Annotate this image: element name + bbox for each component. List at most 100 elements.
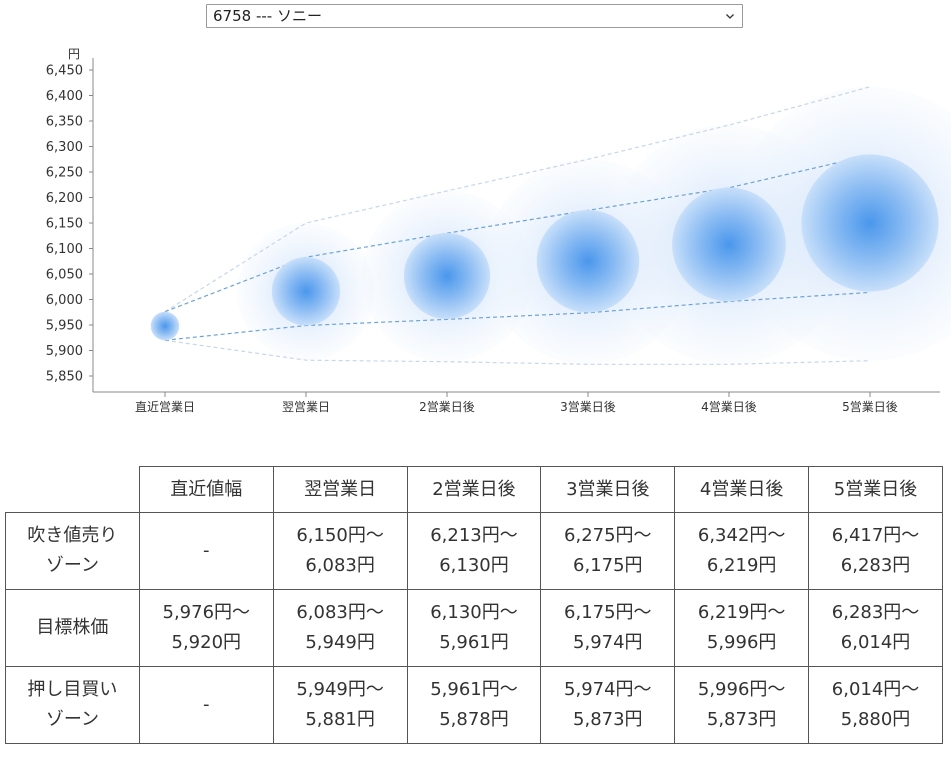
cell-value-low: 5,949円 [305, 632, 375, 653]
target-high-line [164, 154, 871, 313]
y-tick-label: 6,250 [46, 166, 83, 181]
table-cell: 6,219円～ 5,996円 [674, 589, 810, 667]
cell-value-low: 6,014円 [840, 632, 911, 653]
table-cell: 5,976円～ 5,920円 [138, 589, 274, 667]
y-tick-label: 5,950 [46, 319, 83, 334]
target-range-core [150, 311, 180, 341]
target-range-core [672, 187, 786, 302]
x-tick-label: 2営業日後 [419, 400, 475, 414]
table-cell: 5,949円～ 5,881円 [272, 666, 408, 744]
cell-value-low: 5,873円 [706, 709, 777, 730]
forecast-chart: 円 6,450 6,400 6,350 6,300 6,250 6,200 6,150 6,10… [46, 47, 951, 414]
y-tick-label: 6,000 [46, 293, 83, 308]
cell-value-high: 6,083円～ [296, 602, 384, 623]
y-tick-label: 5,850 [46, 370, 83, 385]
table-corner-cell [5, 466, 140, 513]
row-label-buy-zone: 押し目買い ゾーン [5, 666, 140, 744]
y-tick-label: 6,200 [46, 191, 83, 206]
y-tick-label: 6,150 [46, 217, 83, 232]
row-label-target-price: 目標株価 [5, 589, 140, 667]
cell-value-high: 6,150円～ [296, 525, 384, 546]
cell-value-low: 6,175円 [573, 555, 643, 576]
cell-value-high: 6,283円～ [831, 602, 920, 623]
table-cell: 6,150円～ 6,083円 [272, 512, 408, 590]
cell-value: - [203, 540, 210, 561]
table-header: 5営業日後 [808, 466, 943, 513]
table-row: 目標株価 5,976円～ 5,920円 6,083円～ 5,949円 6,130… [5, 589, 943, 667]
table-cell: - [138, 512, 274, 590]
cell-value-high: 6,014円～ [831, 679, 920, 700]
cell-value-high: 6,417円～ [831, 525, 920, 546]
cell-value-low: 5,920円 [171, 632, 242, 653]
table-cell: 6,275円～ 6,175円 [540, 512, 676, 590]
zone-table: 直近値幅 翌営業日 2営業日後 3営業日後 4営業日後 5営業日後 吹き値売り … [5, 466, 943, 744]
table-cell: 6,130円～ 5,961円 [406, 589, 542, 667]
row-label-line: 押し目買い [27, 679, 118, 700]
table-cell: 5,996円～ 5,873円 [674, 666, 810, 744]
cell-value-high: 5,949円～ [296, 679, 384, 700]
table-header: 直近値幅 [138, 466, 274, 513]
row-label-line: ゾーン [45, 555, 99, 576]
table-cell: 5,961円～ 5,878円 [406, 666, 542, 744]
cell-value-low: 6,283円 [840, 555, 911, 576]
y-tick-label: 6,450 [46, 64, 83, 79]
table-row: 押し目買い ゾーン - 5,949円～ 5,881円 5,961円～ 5,878… [5, 666, 943, 744]
cell-value: - [203, 694, 210, 715]
target-low-line [164, 291, 871, 341]
cell-value-high: 5,961円～ [430, 679, 518, 700]
cell-value-low: 6,083円 [305, 555, 375, 576]
cell-value-low: 5,873円 [573, 709, 643, 730]
target-range-core [801, 154, 939, 292]
table-cell: 6,283円～ 6,014円 [808, 589, 943, 667]
y-unit-label: 円 [68, 47, 80, 61]
cell-value-high: 6,275円～ [564, 525, 652, 546]
table-cell: 5,974円～ 5,873円 [540, 666, 676, 744]
cell-value-high: 6,342円～ [697, 525, 786, 546]
cell-value-low: 5,880円 [840, 709, 911, 730]
stock-select[interactable]: 6758 --- ソニー [206, 4, 743, 28]
y-tick-label: 5,900 [46, 344, 83, 359]
y-tick-label: 6,100 [46, 242, 83, 257]
cell-value-low: 5,974円 [573, 632, 643, 653]
target-range-core [271, 257, 341, 326]
cell-value-high: 6,213円～ [430, 525, 518, 546]
table-header: 4営業日後 [674, 466, 810, 513]
cell-value-low: 6,219円 [706, 555, 777, 576]
outer-high-line [164, 86, 871, 313]
table-cell: 6,342円～ 6,219円 [674, 512, 810, 590]
cell-value-high: 6,130円～ [430, 602, 518, 623]
cell-value-low: 5,881円 [305, 709, 375, 730]
table-header: 3営業日後 [540, 466, 676, 513]
target-range-core [536, 209, 640, 313]
row-label-sell-zone: 吹き値売り ゾーン [5, 512, 140, 590]
chevron-down-icon [726, 14, 734, 19]
x-tick-label: 5営業日後 [842, 400, 898, 414]
table-cell: 6,083円～ 5,949円 [272, 589, 408, 667]
outer-low-line [164, 339, 871, 365]
y-tick-label: 6,050 [46, 268, 83, 283]
y-tick-label: 6,300 [46, 140, 83, 155]
row-label-line: 目標株価 [36, 617, 109, 638]
x-tick-label: 4営業日後 [701, 400, 757, 414]
table-cell: 6,175円～ 5,974円 [540, 589, 676, 667]
y-tick-label: 6,400 [46, 89, 83, 104]
stock-select-value: 6758 --- ソニー [213, 7, 322, 25]
table-header: 2営業日後 [406, 466, 542, 513]
cell-value-high: 5,974円～ [564, 679, 652, 700]
x-tick-label: 直近営業日 [135, 400, 195, 414]
table-cell: 6,213円～ 6,130円 [406, 512, 542, 590]
cell-value-low: 5,996円 [706, 632, 777, 653]
cell-value-low: 6,130円 [439, 555, 509, 576]
table-cell: 6,014円～ 5,880円 [808, 666, 943, 744]
y-tick-label: 6,350 [46, 115, 83, 130]
table-row: 吹き値売り ゾーン - 6,150円～ 6,083円 6,213円～ 6,130… [5, 512, 943, 590]
row-label-line: 吹き値売り [27, 525, 118, 546]
cell-value-low: 5,878円 [439, 709, 509, 730]
table-cell: 6,417円～ 6,283円 [808, 512, 943, 590]
cell-value-high: 5,976円～ [162, 602, 251, 623]
target-range-core [403, 232, 491, 320]
cell-value-low: 5,961円 [439, 632, 509, 653]
cell-value-high: 5,996円～ [697, 679, 786, 700]
cell-value-high: 6,219円～ [697, 602, 786, 623]
x-tick-label: 翌営業日 [282, 400, 330, 414]
